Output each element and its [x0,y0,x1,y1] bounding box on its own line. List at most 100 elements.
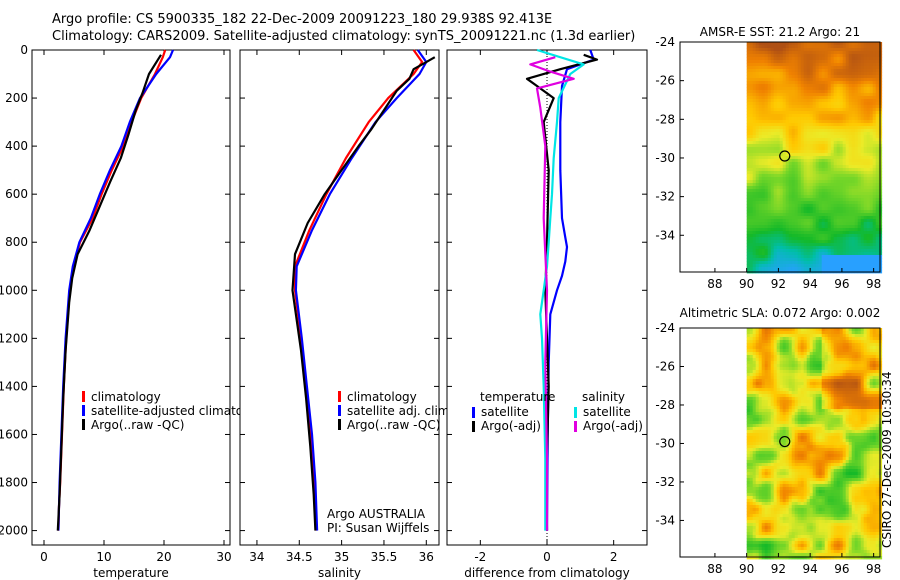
sst-map-cell [749,90,754,94]
sst-map-cell [749,81,754,85]
sst-map-cell [860,135,865,139]
sla-map-cell [785,379,790,383]
sst-map-cell [824,153,829,157]
sst-map-cell [860,207,865,211]
sst-map-cell [758,102,763,106]
sla-map-cell [770,355,775,359]
sst-map-cell [779,246,784,250]
sst-map-cell [848,219,853,223]
sla-map-cell [776,385,781,389]
sst-map-cell [785,72,790,76]
sst-map-cell [803,57,808,61]
sst-map-cell [752,267,757,271]
sst-map-cell [830,243,835,247]
sst-map-cell [827,150,832,154]
sla-map-cell [764,382,769,386]
sst-map-cell [833,45,838,49]
sla-map-cell [857,334,862,338]
sst-map-cell [848,114,853,118]
sst-map-cell [839,78,844,82]
sst-map-cell [839,219,844,223]
sst-map-cell [776,126,781,130]
sla-map-cell [785,376,790,380]
sst-map-cell [833,42,838,46]
sst-map-cell [809,141,814,145]
sla-map-cell [791,343,796,347]
sst-map-cell [785,258,790,262]
sst-map-cell [809,207,814,211]
sla-map-cell [779,379,784,383]
sla-map-cell [857,391,862,395]
sla-map-cell [818,394,823,398]
sst-map-cell [776,93,781,97]
sst-map-cell [776,84,781,88]
sst-map-cell [866,255,871,259]
sst-map-cell [806,99,811,103]
sst-map-cell [758,120,763,124]
sst-map-cell [779,69,784,73]
sst-map-cell [848,162,853,166]
sst-map-cell [797,267,802,271]
sst-map-cell [806,63,811,67]
sst-map-cell [758,117,763,121]
sla-map-cell [860,370,865,374]
sst-map-cell [806,120,811,124]
sst-map-cell [875,183,880,187]
sst-map-cell [767,165,772,169]
sst-map-cell [785,237,790,241]
sla-map-cell [815,412,820,416]
sla-map-cell [797,385,802,389]
sla-map-cell [806,391,811,395]
sla-map-cell [746,349,751,353]
sst-map-cell [851,48,856,52]
sst-map-cell [818,84,823,88]
sst-map-cell [845,78,850,82]
sla-map-cell [788,328,793,332]
sst-map-cell [842,213,847,217]
sla-map-cell [869,361,874,365]
sst-map-cell [824,123,829,127]
sst-map-cell [788,51,793,55]
sst-map-cell [827,264,832,268]
sst-map-cell [836,234,841,238]
sla-map-cell [863,358,868,362]
sst-map-cell [836,63,841,67]
sst-map-cell [845,63,850,67]
sst-map-cell [827,225,832,229]
sst-map-cell [797,168,802,172]
sla-map-cell [773,385,778,389]
sst-map-cell [785,219,790,223]
sst-map-cell [818,96,823,100]
sst-map-cell [830,153,835,157]
sst-map-cell [764,90,769,94]
sst-map-cell [836,180,841,184]
sla-map-cell [845,412,850,416]
sla-map-cell [773,349,778,353]
sla-map-cell [788,334,793,338]
sst-map-cell [746,111,751,115]
sla-map-cell [767,394,772,398]
sst-map-cell [755,255,760,259]
sst-map-cell [875,255,880,259]
sla-map-cell [758,370,763,374]
sst-map-cell [845,96,850,100]
sst-map-cell [863,66,868,70]
sst-map-cell [872,249,877,253]
sst-map-cell [851,135,856,139]
sst-map-cell [821,123,826,127]
sla-map-cell [803,334,808,338]
sla-map-cell [758,340,763,344]
depth-tick-label: 2000 [0,524,28,538]
sst-map-cell [851,258,856,262]
sla-map-cell [752,385,757,389]
legend-salinity-heading: salinity [582,390,625,404]
sla-map-cell [857,409,862,413]
sst-map-cell [770,198,775,202]
sla-map-cell [749,379,754,383]
sst-map-cell [752,84,757,88]
sst-map-cell [866,78,871,82]
sla-map-cell [788,373,793,377]
sst-map-cell [818,216,823,220]
sst-map-cell [839,150,844,154]
sst-map-cell [857,192,862,196]
